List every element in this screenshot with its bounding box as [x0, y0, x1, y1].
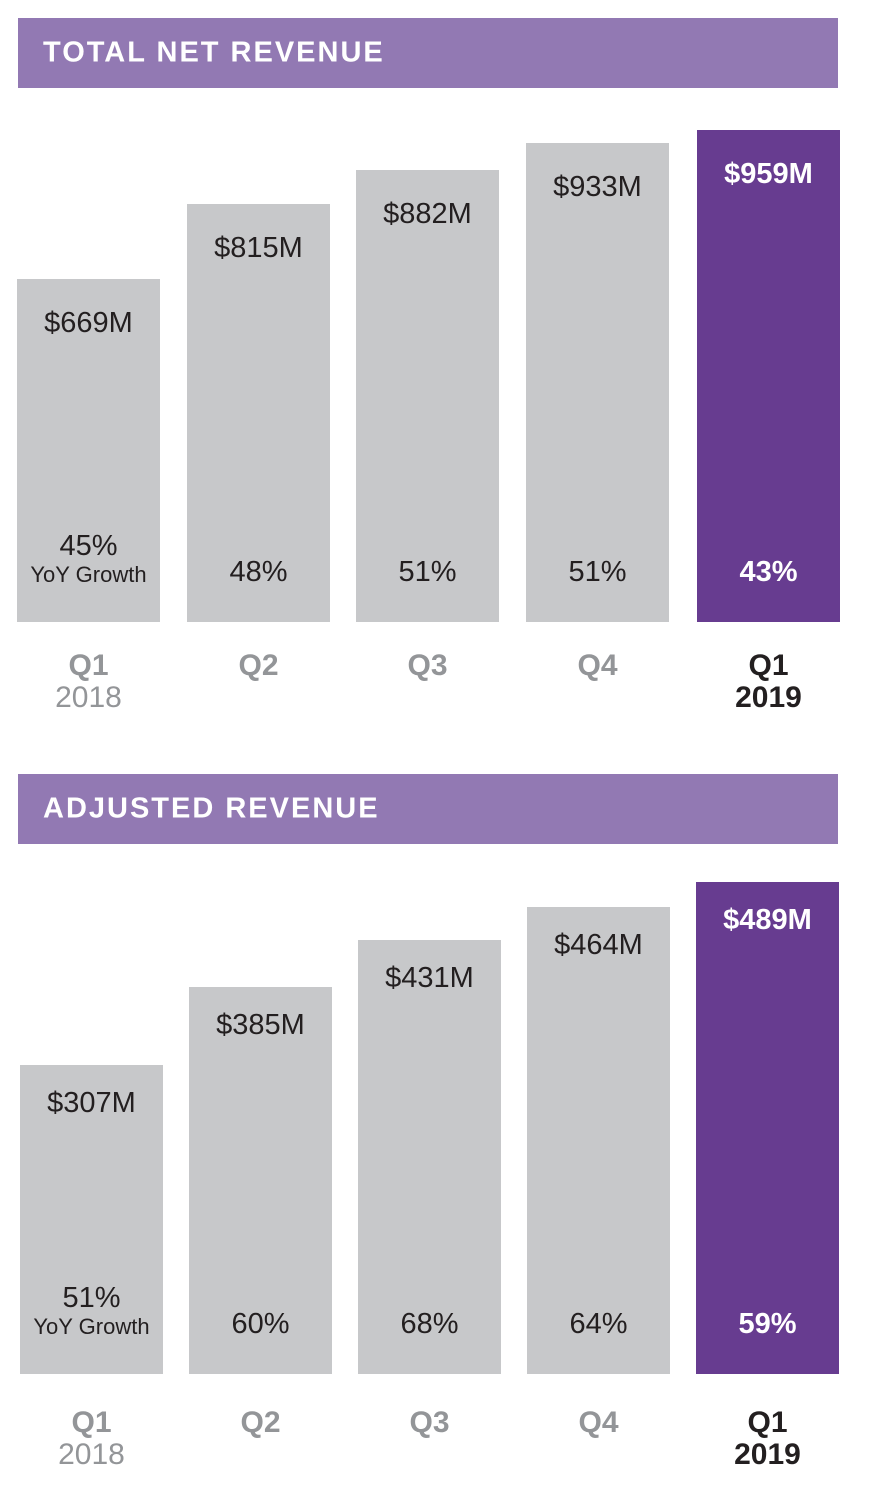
bar-q4: $464M 64%: [527, 907, 670, 1374]
quarter-label: Q4: [577, 649, 618, 682]
chart-title: ADJUSTED REVENUE: [43, 792, 380, 825]
year-label: 2018: [58, 1438, 125, 1471]
bar-q1-2019: $489M 59%: [696, 882, 839, 1374]
bar-q1-2018: $307M 51% YoY Growth: [20, 1065, 163, 1374]
year-label: 2019: [734, 1438, 801, 1471]
yoy-growth-value: 60%: [231, 1308, 290, 1340]
yoy-growth-label: 59%: [696, 1308, 839, 1340]
bar-q2: $815M 48%: [187, 204, 330, 622]
yoy-growth-caption: YoY Growth: [33, 1314, 150, 1339]
bar-value-label: $307M: [47, 1087, 136, 1119]
bar-q3: $431M 68%: [358, 940, 501, 1374]
x-tick-label: Q4: [527, 1407, 670, 1439]
x-tick-label: Q2: [189, 1407, 332, 1439]
bar-q1-2019: $959M 43%: [697, 130, 840, 622]
yoy-growth-value: 45%: [59, 530, 118, 562]
yoy-growth-value: 59%: [738, 1308, 797, 1340]
bar-value-label: $489M: [723, 904, 812, 936]
bar-value-label: $385M: [216, 1009, 305, 1041]
chart-title-banner: ADJUSTED REVENUE: [18, 774, 838, 844]
yoy-growth-value: 51%: [568, 556, 627, 588]
bar-value-label: $959M: [724, 158, 813, 190]
chart-title: TOTAL NET REVENUE: [43, 36, 385, 69]
quarter-label: Q2: [240, 1406, 281, 1439]
year-label: 2019: [735, 681, 802, 714]
bar-value-label: $431M: [385, 962, 474, 994]
bar-value-label: $464M: [554, 929, 643, 961]
yoy-growth-label: 64%: [527, 1308, 670, 1340]
yoy-growth-label: 43%: [697, 556, 840, 588]
bar-q1-2018: $669M 45% YoY Growth: [17, 279, 160, 622]
quarter-label: Q2: [238, 649, 279, 682]
yoy-growth-value: 68%: [400, 1308, 459, 1340]
yoy-growth-label: 68%: [358, 1308, 501, 1340]
year-label: 2018: [55, 681, 122, 714]
yoy-growth-value: 51%: [398, 556, 457, 588]
quarter-label: Q3: [407, 649, 448, 682]
quarter-label: Q4: [578, 1406, 619, 1439]
yoy-growth-label: 60%: [189, 1308, 332, 1340]
x-tick-label: Q1 2019: [696, 1407, 839, 1471]
yoy-growth-value: 64%: [569, 1308, 628, 1340]
quarter-label: Q1: [747, 1406, 788, 1439]
yoy-growth-caption: YoY Growth: [30, 562, 147, 587]
bar-value-label: $882M: [383, 198, 472, 230]
x-tick-label: Q4: [526, 650, 669, 682]
x-tick-label: Q3: [358, 1407, 501, 1439]
yoy-growth-label: 48%: [187, 556, 330, 588]
x-tick-label: Q1 2018: [20, 1407, 163, 1471]
yoy-growth-label: 51%: [526, 556, 669, 588]
x-tick-label: Q1 2019: [697, 650, 840, 714]
bar-q2: $385M 60%: [189, 987, 332, 1374]
bar-value-label: $933M: [553, 171, 642, 203]
bar-q4: $933M 51%: [526, 143, 669, 622]
x-tick-label: Q2: [187, 650, 330, 682]
bar-value-label: $815M: [214, 232, 303, 264]
x-tick-label: Q3: [356, 650, 499, 682]
quarter-label: Q3: [409, 1406, 450, 1439]
yoy-growth-value: 51%: [62, 1282, 121, 1314]
x-tick-label: Q1 2018: [17, 650, 160, 714]
quarter-label: Q1: [71, 1406, 112, 1439]
quarter-label: Q1: [748, 649, 789, 682]
yoy-growth-label: 45% YoY Growth: [17, 530, 160, 588]
bar-value-label: $669M: [44, 307, 133, 339]
yoy-growth-label: 51% YoY Growth: [20, 1282, 163, 1340]
quarter-label: Q1: [68, 649, 109, 682]
chart-title-banner: TOTAL NET REVENUE: [18, 18, 838, 88]
yoy-growth-label: 51%: [356, 556, 499, 588]
bar-q3: $882M 51%: [356, 170, 499, 622]
yoy-growth-value: 43%: [739, 556, 798, 588]
yoy-growth-value: 48%: [229, 556, 288, 588]
